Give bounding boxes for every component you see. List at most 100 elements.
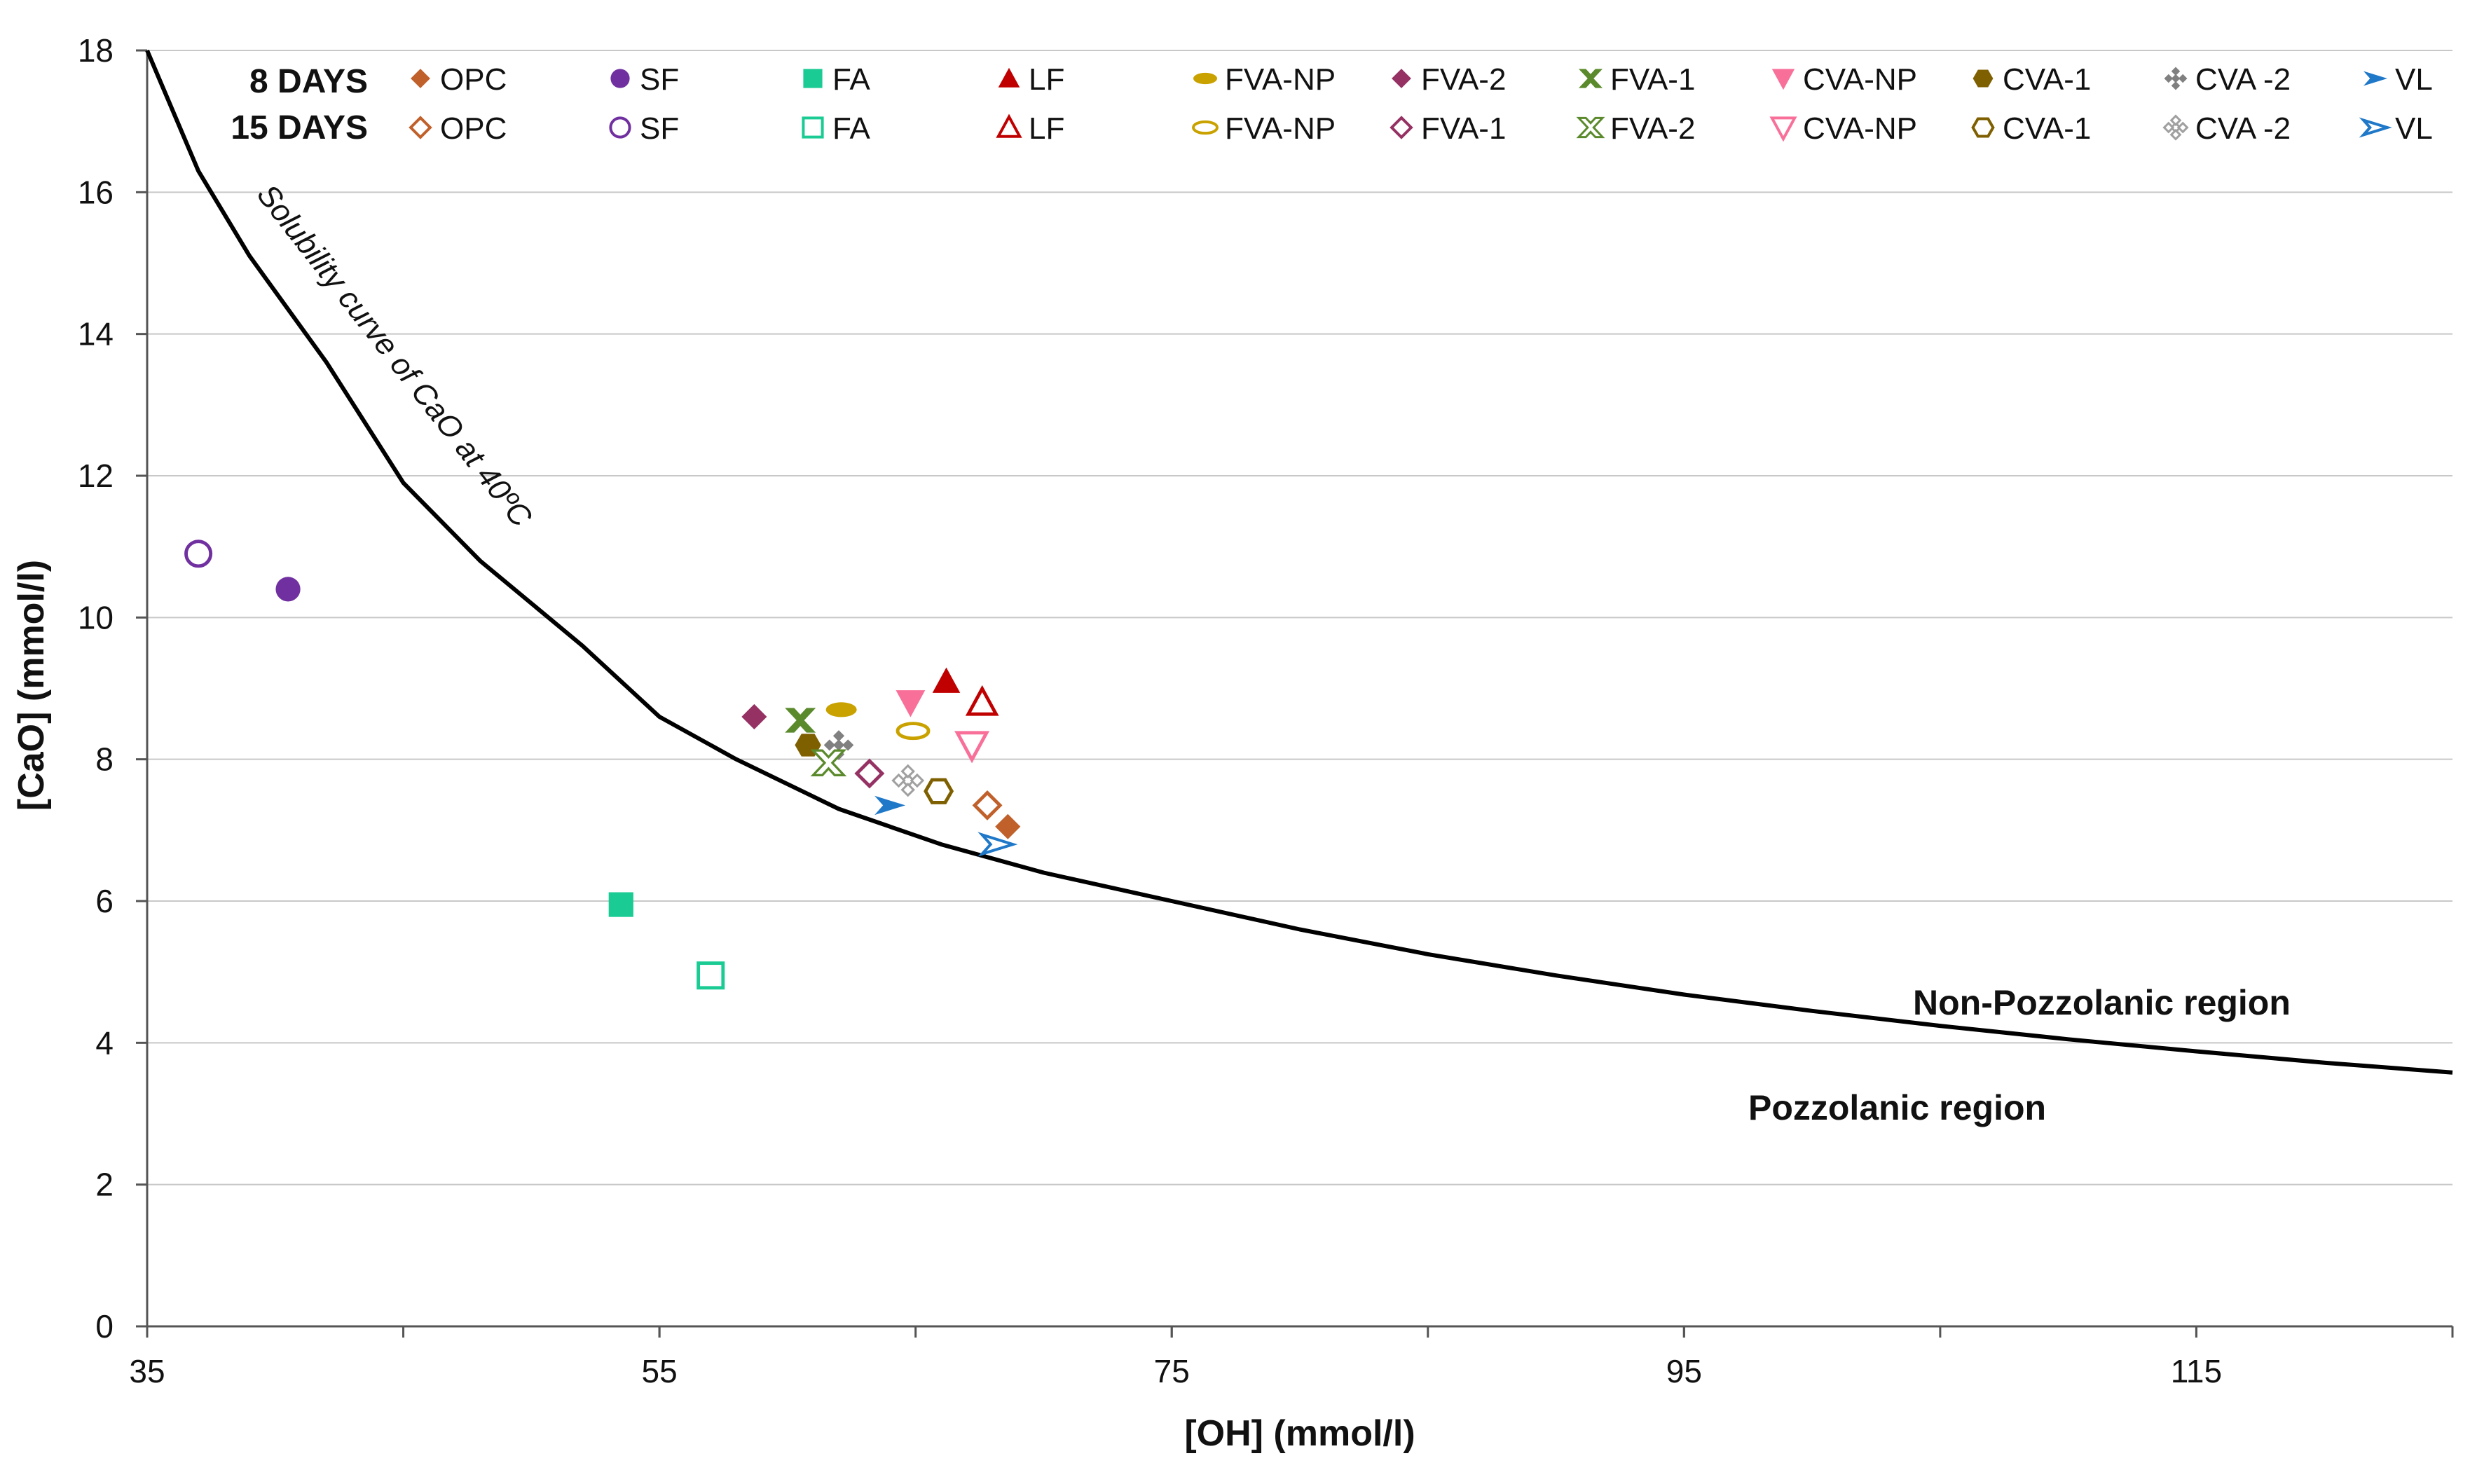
point-cva-np-15-days — [954, 731, 990, 764]
legend-label: SF — [640, 111, 679, 146]
legend-label: FVA-NP — [1225, 111, 1336, 146]
legend-marker — [803, 69, 823, 88]
legend-marker — [802, 116, 824, 139]
cross-marker-part — [900, 773, 915, 788]
cross-marker-part — [2176, 121, 2189, 134]
cross-marker-part — [842, 739, 854, 751]
legend-marker — [1192, 120, 1219, 135]
non-pozzolanic-region-label: Non-Pozzolanic region — [1913, 983, 2291, 1022]
y-tick-label: 4 — [95, 1024, 114, 1061]
point-fa-15-days — [697, 961, 725, 990]
point-vl-15-days — [977, 832, 1018, 857]
legend-marker — [2164, 67, 2188, 90]
point-fva-np-8-days — [825, 702, 857, 717]
legend-marker — [1769, 116, 1797, 142]
legend-marker — [2363, 71, 2387, 86]
x-tick-label: 35 — [129, 1353, 165, 1389]
solubility-curve — [145, 49, 2453, 1075]
point-fva-np-15-days — [896, 722, 931, 741]
x-tick-label: 75 — [1154, 1353, 1190, 1389]
legend-label: FVA-1 — [1610, 62, 1695, 97]
cross-marker-part — [910, 773, 925, 788]
legend-marker — [1971, 117, 1995, 138]
legend-marker — [1579, 69, 1603, 88]
axes: 0 2 4 6 8 10 12 14 16 18 35 55 75 95 115 — [78, 32, 2454, 1389]
legend-marker — [609, 116, 631, 139]
cross-marker-part — [891, 773, 906, 788]
legend-marker — [1576, 116, 1605, 139]
legend-marker — [1390, 116, 1413, 139]
legend-label: FVA-2 — [1421, 62, 1506, 97]
legend-label: VL — [2395, 62, 2433, 97]
cross-marker-part — [2164, 74, 2174, 83]
cross-marker-part — [2169, 114, 2182, 127]
y-tick-label: 18 — [78, 32, 114, 69]
legend-marker — [610, 69, 630, 88]
cross-marker-part — [2169, 128, 2182, 141]
cross-marker-part — [900, 764, 915, 779]
point-cva-1-15-days — [924, 778, 954, 804]
solubility-curve-group — [145, 49, 2453, 1075]
legend-label: SF — [640, 62, 679, 97]
cross-marker-part — [2162, 121, 2175, 134]
point-fva-1-15-days — [854, 758, 885, 789]
legend-marker — [2359, 117, 2392, 138]
legend: OPC SF FA LF FVA-NP FVA-2 FVA-1 CVA-NP CVA-1 CVA … — [409, 62, 2433, 146]
annotations: [CaO] (mmol/l) [OH] (mmol/l) Non-Pozzola… — [11, 63, 2291, 1454]
legend-label: LF — [1029, 62, 1064, 97]
legend-marker — [1972, 69, 1994, 88]
point-opc-15-days — [972, 790, 1003, 820]
legend-marker — [411, 69, 430, 88]
y-tick-label: 12 — [78, 458, 114, 494]
point-cva-2-15-days — [891, 764, 925, 797]
point-cva-np-8-days — [896, 690, 926, 717]
point-sf-8-days — [275, 577, 301, 602]
legend-label: FA — [832, 62, 870, 97]
legend-label: CVA-1 — [2003, 62, 2091, 97]
data-points — [184, 540, 1021, 990]
legend-label: CVA-1 — [2003, 111, 2091, 146]
legend-row-8-days: 8 DAYS — [249, 63, 368, 100]
x-axis-title: [OH] (mmol/l) — [1184, 1413, 1415, 1454]
legend-marker — [1392, 69, 1411, 88]
cross-marker-part — [2178, 74, 2188, 83]
y-tick-label: 2 — [95, 1167, 114, 1203]
legend-marker — [1193, 72, 1217, 85]
point-vl-8-days — [874, 795, 906, 816]
legend-label: FVA-1 — [1421, 111, 1506, 146]
legend-label: CVA-NP — [1803, 62, 1917, 97]
pozzolanic-region-label: Pozzolanic region — [1748, 1088, 2046, 1127]
point-fa-8-days — [608, 892, 633, 917]
point-fva-1-8-days — [785, 708, 816, 733]
y-tick-label: 10 — [78, 599, 114, 635]
legend-label: FVA-2 — [1610, 111, 1695, 146]
legend-label: CVA -2 — [2195, 111, 2291, 146]
cross-marker-part — [832, 730, 845, 742]
y-tick-label: 6 — [95, 883, 114, 919]
cross-marker-part — [900, 783, 915, 797]
legend-marker — [409, 116, 432, 139]
y-tick-label: 16 — [78, 174, 114, 210]
gridlines — [147, 50, 2452, 1186]
legend-label: OPC — [440, 111, 507, 146]
legend-label: CVA-NP — [1803, 111, 1917, 146]
legend-marker — [1771, 69, 1795, 90]
legend-label: FVA-NP — [1225, 62, 1336, 97]
y-tick-label: 0 — [95, 1308, 114, 1345]
legend-label: FA — [832, 111, 870, 146]
solubility-curve-label: Solubility curve of CaO at 40ºC — [250, 178, 539, 534]
legend-label: CVA -2 — [2195, 62, 2291, 97]
legend-row-15-days: 15 DAYS — [231, 109, 368, 146]
cross-marker-part — [2169, 121, 2182, 134]
y-axis-title: [CaO] (mmol/l) — [11, 560, 52, 811]
point-fva-2-8-days — [741, 703, 767, 729]
x-tick-label: 115 — [2171, 1353, 2222, 1389]
point-lf-8-days — [932, 667, 961, 693]
legend-label: OPC — [440, 62, 507, 97]
point-lf-15-days — [965, 685, 999, 716]
x-tick-label: 55 — [642, 1353, 678, 1389]
legend-marker — [996, 114, 1022, 138]
point-sf-15-days — [184, 540, 213, 568]
